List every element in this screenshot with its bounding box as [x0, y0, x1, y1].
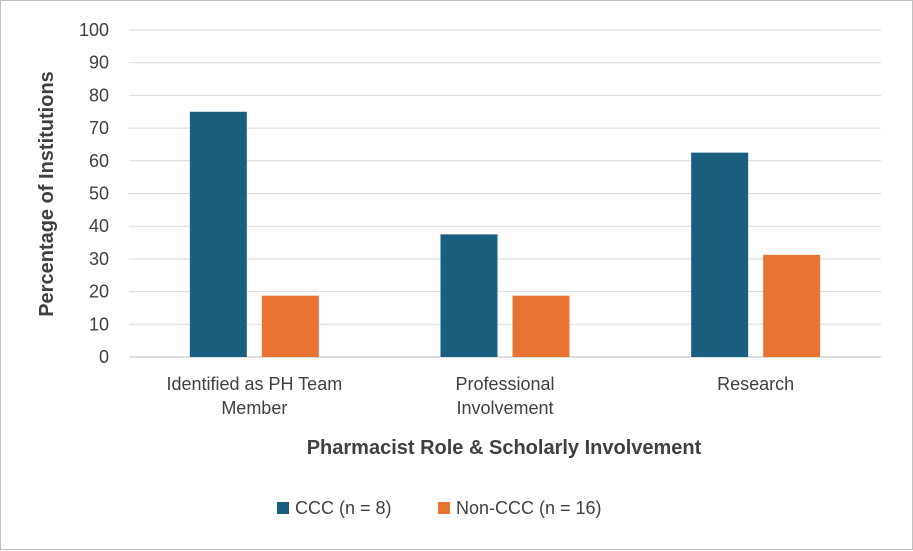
gridlines [129, 29, 881, 358]
x-axis-categories: Identified as PH Team Member Professional I… [166, 374, 794, 418]
legend-swatch [277, 502, 289, 514]
y-tick-label: 100 [79, 20, 109, 40]
bar-non-ccc-2 [763, 254, 821, 357]
legend: CCC (n = 8) Non-CCC (n = 16) [277, 498, 602, 518]
legend-label: CCC (n = 8) [295, 498, 392, 518]
bar-ccc-2 [691, 152, 749, 357]
y-tick-label: 50 [89, 184, 109, 204]
x-category-label: Involvement [456, 398, 553, 418]
x-category-label: Research [717, 374, 794, 394]
bar-ccc-1 [440, 234, 498, 357]
x-category-label: Identified as PH Team [166, 374, 342, 394]
y-tick-label: 60 [89, 151, 109, 171]
y-tick-label: 70 [89, 118, 109, 138]
y-axis-title: Percentage of Institutions [36, 71, 58, 317]
y-tick-label: 20 [89, 282, 109, 302]
x-category-label: Professional [455, 374, 554, 394]
y-tick-label: 10 [89, 314, 109, 334]
bar-non-ccc-0 [261, 295, 319, 357]
y-tick-label: 0 [99, 347, 109, 367]
bar-non-ccc-1 [512, 295, 570, 357]
y-tick-label: 40 [89, 216, 109, 236]
bar-ccc-0 [189, 111, 247, 357]
x-axis-title: Pharmacist Role & Scholarly Involvement [307, 437, 702, 459]
y-tick-label: 80 [89, 85, 109, 105]
y-axis-ticks: 0 10 20 30 40 50 60 70 80 90 100 [79, 20, 109, 367]
legend-label: Non-CCC (n = 16) [456, 498, 602, 518]
bars [189, 111, 821, 357]
y-tick-label: 30 [89, 249, 109, 269]
y-tick-label: 90 [89, 53, 109, 73]
legend-swatch [438, 502, 450, 514]
x-category-label: Member [221, 398, 287, 418]
